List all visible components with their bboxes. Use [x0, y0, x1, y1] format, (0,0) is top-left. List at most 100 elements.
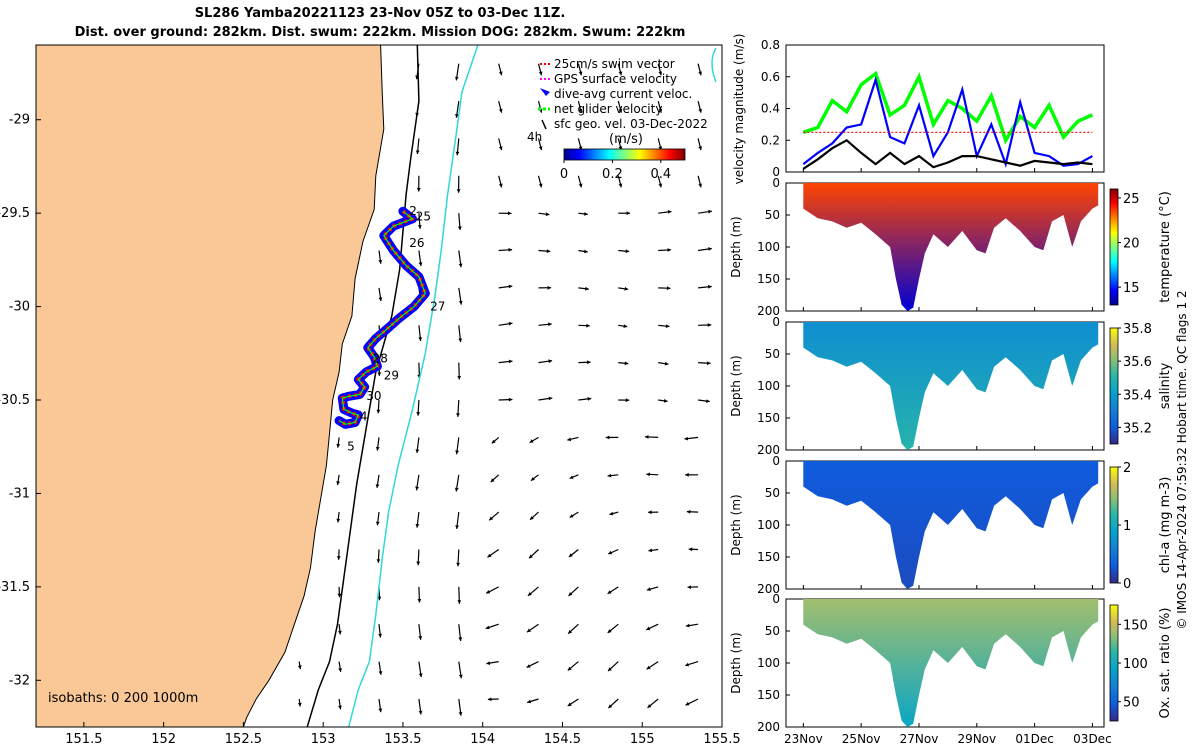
- section-y-tick-label: 100: [757, 518, 780, 532]
- geo-arrow-head: [508, 321, 513, 326]
- geo-arrow-head: [648, 510, 652, 515]
- geo-arrow-head: [547, 285, 552, 290]
- section-colorbar: 0 1 2 chl-a (mg m-3): [1109, 461, 1173, 592]
- geo-arrow-head: [336, 556, 341, 560]
- section-data: [803, 599, 1099, 727]
- geo-arrow-head: [578, 108, 583, 113]
- geo-arrow-head: [646, 472, 650, 477]
- map-colorbar: (m/s) 0 0.2 0.4: [560, 132, 686, 182]
- geo-arrow-head: [415, 449, 420, 453]
- geo-arrow-head: [698, 146, 702, 151]
- geo-arrow-head: [418, 636, 423, 640]
- section-colorbar: 15 20 25 temperature (°C): [1109, 188, 1173, 306]
- velocity-y-axis: 0 0.2 0.4 0.6 0.8: [761, 38, 1093, 179]
- section-colorbar-tick-label: 1: [1123, 519, 1131, 534]
- section-data: [803, 322, 1099, 450]
- geo-arrow-head: [454, 487, 459, 492]
- geo-arrow-head: [698, 108, 702, 113]
- geo-arrow-head: [658, 71, 663, 76]
- isobaths-label: isobaths: 0 200 1000m: [48, 691, 198, 706]
- time-axis: 23Nov 25Nov 27Nov 29Nov 01Dec 03Dec: [784, 732, 1112, 746]
- section-colorbar-label: salinity: [1158, 362, 1173, 409]
- section-colorbar-label: chl-a (mg m-3): [1158, 477, 1173, 574]
- legend-label-current: dive-avg current veloc.: [554, 87, 692, 101]
- geo-arrow-head: [538, 146, 543, 151]
- geo-arrow-head: [548, 396, 553, 401]
- map-colorbar-tick-label: 0.4: [650, 167, 671, 182]
- map-y-tick-label: -32: [9, 673, 30, 688]
- geo-arrow-head: [667, 210, 672, 214]
- geo-arrow-head: [608, 667, 612, 672]
- section-y-tick-label: 100: [757, 379, 780, 393]
- geo-arrow-head: [625, 249, 630, 254]
- geo-arrow-head: [508, 284, 513, 289]
- legend-label-gps: GPS surface velocity: [554, 72, 677, 86]
- section-y-tick-label: 0: [772, 176, 780, 190]
- geo-arrow-head: [567, 437, 572, 442]
- geo-arrow-head: [587, 397, 592, 401]
- geo-arrow-head: [548, 322, 552, 327]
- geo-arrow-head: [584, 249, 588, 254]
- geo-arrow-head: [527, 699, 532, 704]
- section-y-tick-label: 100: [757, 240, 780, 254]
- geo-arrow-head: [586, 323, 590, 328]
- geo-arrow-head: [338, 705, 342, 710]
- geo-arrow-head: [708, 209, 712, 214]
- isobath-1000m: [347, 45, 479, 727]
- geo-arrow-head: [487, 697, 492, 702]
- geo-arrow-head: [706, 399, 710, 403]
- section-colorbar-tick-label: 25: [1123, 192, 1140, 207]
- geo-arrow-head: [490, 478, 495, 483]
- geo-arrow-head: [508, 247, 513, 252]
- geo-arrow-head: [378, 633, 382, 638]
- time-tick-label: 03Dec: [1073, 732, 1112, 746]
- map-colorbar-ticks: 0 0.2 0.4: [560, 160, 671, 182]
- geo-arrow-head: [618, 108, 623, 113]
- section-fill: [803, 461, 1099, 589]
- geo-arrow-head: [584, 212, 588, 216]
- geo-arrow-head: [455, 525, 459, 529]
- geo-arrow-head: [698, 71, 702, 76]
- geo-arrow-head: [417, 599, 422, 603]
- geo-arrow-head: [455, 151, 460, 156]
- section-colorbar: 35.2 35.4 35.6 35.8 salinity: [1109, 322, 1173, 445]
- geo-arrow-head: [658, 183, 663, 188]
- map-x-tick-label: 152: [151, 732, 176, 747]
- geo-arrow-head: [297, 702, 302, 707]
- geo-arrow-head: [685, 701, 690, 706]
- geo-arrow-head: [338, 668, 342, 672]
- geo-arrow-head: [491, 439, 496, 444]
- geo-arrow-head: [458, 712, 463, 716]
- geo-arrow-head: [608, 704, 613, 709]
- scale-label: 4h: [527, 130, 542, 144]
- geo-arrow-head: [647, 704, 652, 708]
- map-colorbar-label: (m/s): [609, 132, 643, 147]
- geo-arrow-head: [498, 108, 503, 113]
- geo-arrow-head: [568, 553, 573, 557]
- geo-arrow-head: [648, 548, 653, 553]
- geo-arrow-head: [489, 516, 494, 521]
- map-legend: 25cm/s swim vector GPS surface velocity …: [527, 57, 708, 144]
- section-colorbar-tick-label: 100: [1123, 657, 1148, 672]
- geo-arrow-head: [486, 590, 491, 594]
- time-tick-label: 23Nov: [784, 732, 823, 746]
- section-fill: [803, 183, 1099, 311]
- geo-arrow-head: [667, 248, 672, 252]
- map-frame: [35, 44, 723, 728]
- section-colorbar-label: temperature (°C): [1158, 191, 1173, 303]
- geo-arrow-head: [685, 623, 690, 628]
- geo-arrow-head: [687, 585, 691, 589]
- geo-arrow-head: [618, 183, 623, 188]
- section-y-tick-label: 100: [757, 656, 780, 670]
- geo-arrow-head: [377, 372, 382, 376]
- geo-arrow-head: [609, 511, 614, 516]
- section-colorbar-bar: [1109, 188, 1119, 306]
- section-colorbar-tick-label: 20: [1123, 237, 1140, 252]
- section-y-tick-label: 0: [772, 315, 780, 329]
- section-y-tick-label: 50: [765, 208, 780, 222]
- geo-arrow-head: [578, 71, 583, 76]
- time-tick-label: 29Nov: [957, 732, 996, 746]
- geo-arrow-head: [708, 247, 712, 251]
- geo-arrow-head: [605, 435, 610, 440]
